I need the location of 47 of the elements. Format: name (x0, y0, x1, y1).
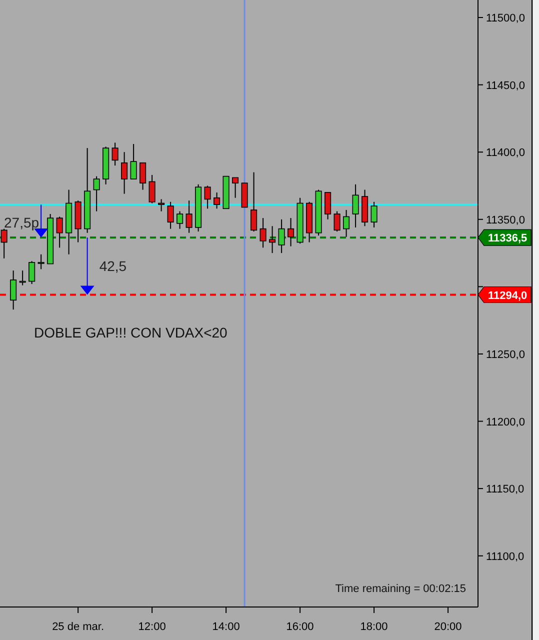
y-tick-label: 11500,0 (486, 12, 525, 24)
x-tick-label: 14:00 (212, 621, 240, 633)
candlestick (140, 162, 146, 190)
candlestick (112, 142, 118, 166)
candlestick (56, 216, 63, 248)
candlestick (232, 177, 239, 198)
candlestick (130, 144, 137, 180)
candlestick (176, 210, 184, 230)
candlestick (260, 218, 266, 248)
y-tick-label: 11250,0 (486, 348, 525, 361)
y-tick-label: 11200,0 (486, 416, 525, 428)
candlestick (10, 270, 17, 310)
candlestick (370, 201, 378, 228)
candlestick (38, 254, 44, 270)
candlestick (288, 218, 294, 247)
candlestick (148, 174, 156, 204)
x-tick-label: 18:00 (360, 621, 388, 633)
candlestick (269, 226, 276, 254)
y-tick-label: 11450,0 (486, 80, 525, 92)
candlestick (250, 172, 258, 232)
candlestick (214, 192, 220, 210)
y-tick-label: 11350,0 (486, 214, 525, 226)
x-tick-label: 20:00 (434, 621, 462, 633)
candlestick (158, 198, 165, 212)
y-tick-label: 11100,0 (486, 550, 524, 563)
candlestick (343, 209, 350, 238)
y-tick-label: 11400,0 (486, 147, 525, 160)
candlestick (324, 192, 332, 220)
candlestick (28, 260, 36, 284)
candlestick (93, 176, 100, 212)
candlestick (334, 210, 340, 232)
annotation: 42,5 (99, 258, 127, 274)
candlestick (167, 201, 174, 230)
candlestick (121, 152, 128, 194)
annotation: 27,5p (4, 214, 40, 231)
ref-line-label: 11336,5 (488, 232, 528, 245)
x-tick-label: 16:00 (286, 621, 314, 633)
x-tick-label: 25 de mar. (52, 621, 104, 633)
y-tick-label: 11150,0 (486, 484, 524, 496)
candlestick (278, 218, 285, 254)
annotation: DOBLE GAP!!! CON VDAX<20 (34, 324, 228, 340)
ref-line-label: 11294,0 (488, 290, 528, 302)
candlestick (352, 184, 359, 228)
x-tick-label: 12:00 (138, 621, 166, 633)
candlestick (204, 185, 211, 210)
candlestick (186, 200, 192, 234)
annotation: Time remaining = 00:02:15 (335, 583, 466, 595)
